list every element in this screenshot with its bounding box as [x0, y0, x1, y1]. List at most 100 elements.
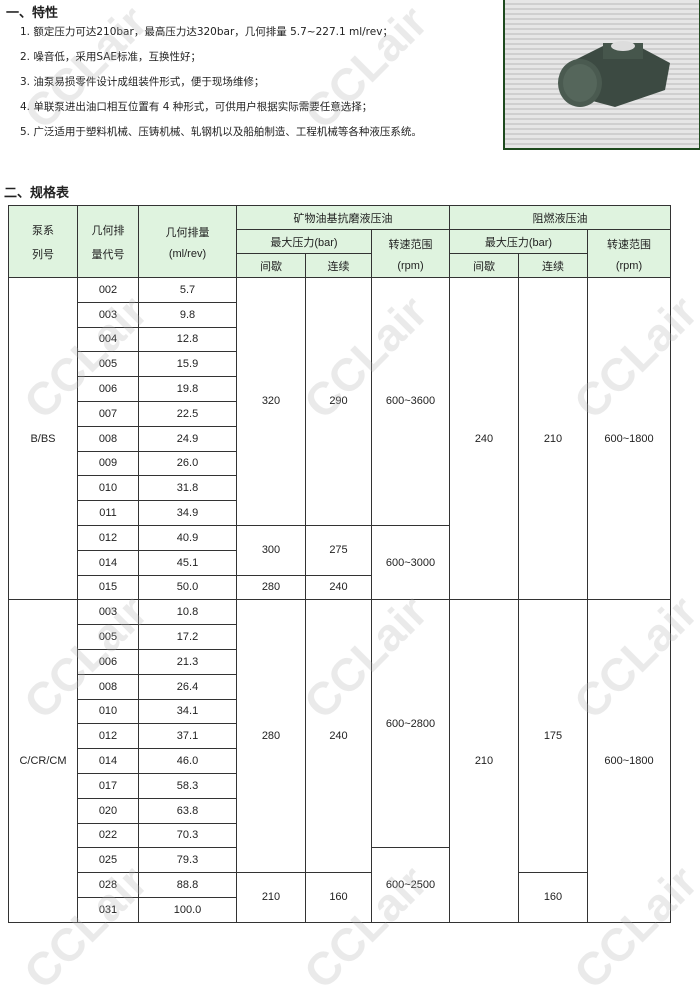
- code-cell: 010: [77, 475, 139, 502]
- mineral-speed-cell: 600~3000: [371, 524, 450, 601]
- feature-item: 4. 单联泵进出油口相互位置有 4 种形式，可供用户根据实际需要任意选择；: [20, 101, 373, 113]
- displacement-cell: 100.0: [138, 896, 237, 923]
- header-mineral-max-pressure: 最大压力(bar): [236, 229, 372, 254]
- header-fire-resistant: 阻燃液压油: [449, 205, 671, 230]
- series-cell: B/BS: [8, 276, 78, 601]
- mineral-continuous-cell: 240: [305, 574, 372, 601]
- header-fire-max-pressure: 最大压力(bar): [449, 229, 588, 254]
- displacement-cell: 70.3: [138, 822, 237, 849]
- table-row: 005 17.2: [9, 624, 671, 650]
- header-mineral-continuous: 连续: [305, 253, 372, 278]
- displacement-cell: 12.8: [138, 326, 237, 353]
- displacement-cell: 88.8: [138, 872, 237, 898]
- table-row: 022 70.3: [9, 822, 671, 849]
- table-row: 008 26.4: [9, 673, 671, 700]
- code-cell: 020: [77, 797, 139, 824]
- displacement-cell: 5.7: [138, 277, 237, 303]
- header-series: 泵系 列号: [8, 205, 78, 278]
- code-cell: 006: [77, 648, 139, 675]
- mineral-speed-cell: 600~2500: [371, 847, 450, 923]
- displacement-cell: 58.3: [138, 772, 237, 799]
- feature-item: 2. 噪音低，采用SAE标准，互换性好；: [20, 51, 202, 63]
- spec-table: 泵系 列号 几何排 量代号 几何排量 (ml/rev) 矿物油基抗磨液压油 阻燃液压油…: [8, 205, 671, 923]
- table-row: 017 58.3: [9, 772, 671, 799]
- table-row: 012 40.9 300 275 600~3000: [9, 524, 671, 601]
- displacement-cell: 31.8: [138, 475, 237, 502]
- table-row: 028 88.8 210 160 160: [9, 872, 671, 923]
- displacement-cell: 46.0: [138, 748, 237, 774]
- mineral-speed-cell: 600~2800: [371, 599, 450, 849]
- header-fire-speed: 转速范围 (rpm): [587, 229, 671, 278]
- mineral-intermittent-cell: 280: [236, 599, 306, 874]
- mineral-continuous-cell: 240: [305, 599, 372, 874]
- feature-item: 1. 额定压力可达210bar，最高压力达320bar，几何排量 5.7~227…: [20, 26, 393, 38]
- displacement-cell: 34.1: [138, 698, 237, 725]
- header-fire-continuous: 连续: [518, 253, 588, 278]
- code-cell: 014: [77, 748, 139, 774]
- table-row: 007 22.5: [9, 400, 671, 427]
- displacement-cell: 63.8: [138, 797, 237, 824]
- code-cell: 009: [77, 450, 139, 477]
- code-cell: 028: [77, 872, 139, 898]
- displacement-cell: 50.0: [138, 574, 237, 601]
- vane-pump-image: [558, 41, 670, 107]
- displacement-cell: 21.3: [138, 648, 237, 675]
- code-cell: 025: [77, 847, 139, 874]
- spec-table-body: B/BS 002 5.7 320 290 600~3600 240 210 600~1800 00…: [8, 276, 671, 923]
- fire-speed-cell: 600~1800: [587, 276, 671, 601]
- table-row: 012 37.1: [9, 723, 671, 750]
- code-cell: 004: [77, 326, 139, 353]
- displacement-cell: 26.4: [138, 673, 237, 700]
- code-cell: 010: [77, 698, 139, 725]
- table-row: 025 79.3 600~2500: [9, 847, 671, 923]
- displacement-cell: 45.1: [138, 549, 237, 576]
- displacement-cell: 19.8: [138, 376, 237, 402]
- code-cell: 005: [77, 351, 139, 378]
- header-fire-intermittent: 间歇: [449, 253, 519, 278]
- displacement-cell: 26.0: [138, 450, 237, 477]
- code-cell: 006: [77, 376, 139, 402]
- fire-speed-cell: 600~1800: [587, 599, 671, 923]
- fire-intermittent-cell: 210: [449, 599, 519, 923]
- series-cell: C/CR/CM: [8, 599, 78, 923]
- mineral-intermittent-cell: 210: [236, 872, 306, 923]
- code-cell: 007: [77, 400, 139, 427]
- header-mineral-speed: 转速范围 (rpm): [371, 229, 450, 278]
- header-mineral-intermittent: 间歇: [236, 253, 306, 278]
- table-row: 006 21.3: [9, 648, 671, 675]
- table-row: 005 15.9: [9, 351, 671, 378]
- fire-continuous-cell: 160: [518, 872, 588, 923]
- code-cell: 008: [77, 425, 139, 452]
- table-row: 014 45.1: [9, 549, 671, 576]
- table-row: 011 34.9: [9, 500, 671, 526]
- feature-item: 5. 广泛适用于塑料机械、压铸机械、轧钢机以及船舶制造、工程机械等各种液压系统。: [20, 126, 422, 138]
- feature-item: 3. 油泵易损零件设计成组装件形式，便于现场维修；: [20, 76, 265, 88]
- displacement-cell: 24.9: [138, 425, 237, 452]
- table-row: 010 34.1: [9, 698, 671, 725]
- table-row: 010 31.8: [9, 475, 671, 502]
- displacement-cell: 79.3: [138, 847, 237, 874]
- table-row: 015 50.0 280 240: [9, 574, 671, 601]
- code-cell: 002: [77, 277, 139, 303]
- mineral-continuous-cell: 290: [305, 277, 372, 526]
- code-cell: 031: [77, 896, 139, 923]
- displacement-cell: 40.9: [138, 524, 237, 551]
- code-cell: 003: [77, 301, 139, 328]
- code-cell: 012: [77, 524, 139, 551]
- code-cell: 017: [77, 772, 139, 799]
- mineral-continuous-cell: 275: [305, 524, 372, 576]
- code-cell: 022: [77, 822, 139, 849]
- header-mineral-oil: 矿物油基抗磨液压油: [236, 205, 450, 230]
- displacement-cell: 10.8: [138, 599, 237, 626]
- displacement-cell: 15.9: [138, 351, 237, 378]
- feature-list: 1. 额定压力可达210bar，最高压力达320bar，几何排量 5.7~227…: [20, 20, 422, 145]
- table-row: C/CR/CM 003 10.8 280 240 600~2800 210 175 600~18…: [8, 599, 671, 923]
- code-cell: 003: [77, 599, 139, 626]
- code-cell: 005: [77, 624, 139, 650]
- table-row: 006 19.8: [9, 376, 671, 402]
- header-code: 几何排 量代号: [77, 205, 139, 278]
- pump-product-photo: [503, 0, 700, 150]
- fire-intermittent-cell: 240: [449, 276, 519, 601]
- header-displacement: 几何排量 (ml/rev): [138, 205, 237, 278]
- code-cell: 012: [77, 723, 139, 750]
